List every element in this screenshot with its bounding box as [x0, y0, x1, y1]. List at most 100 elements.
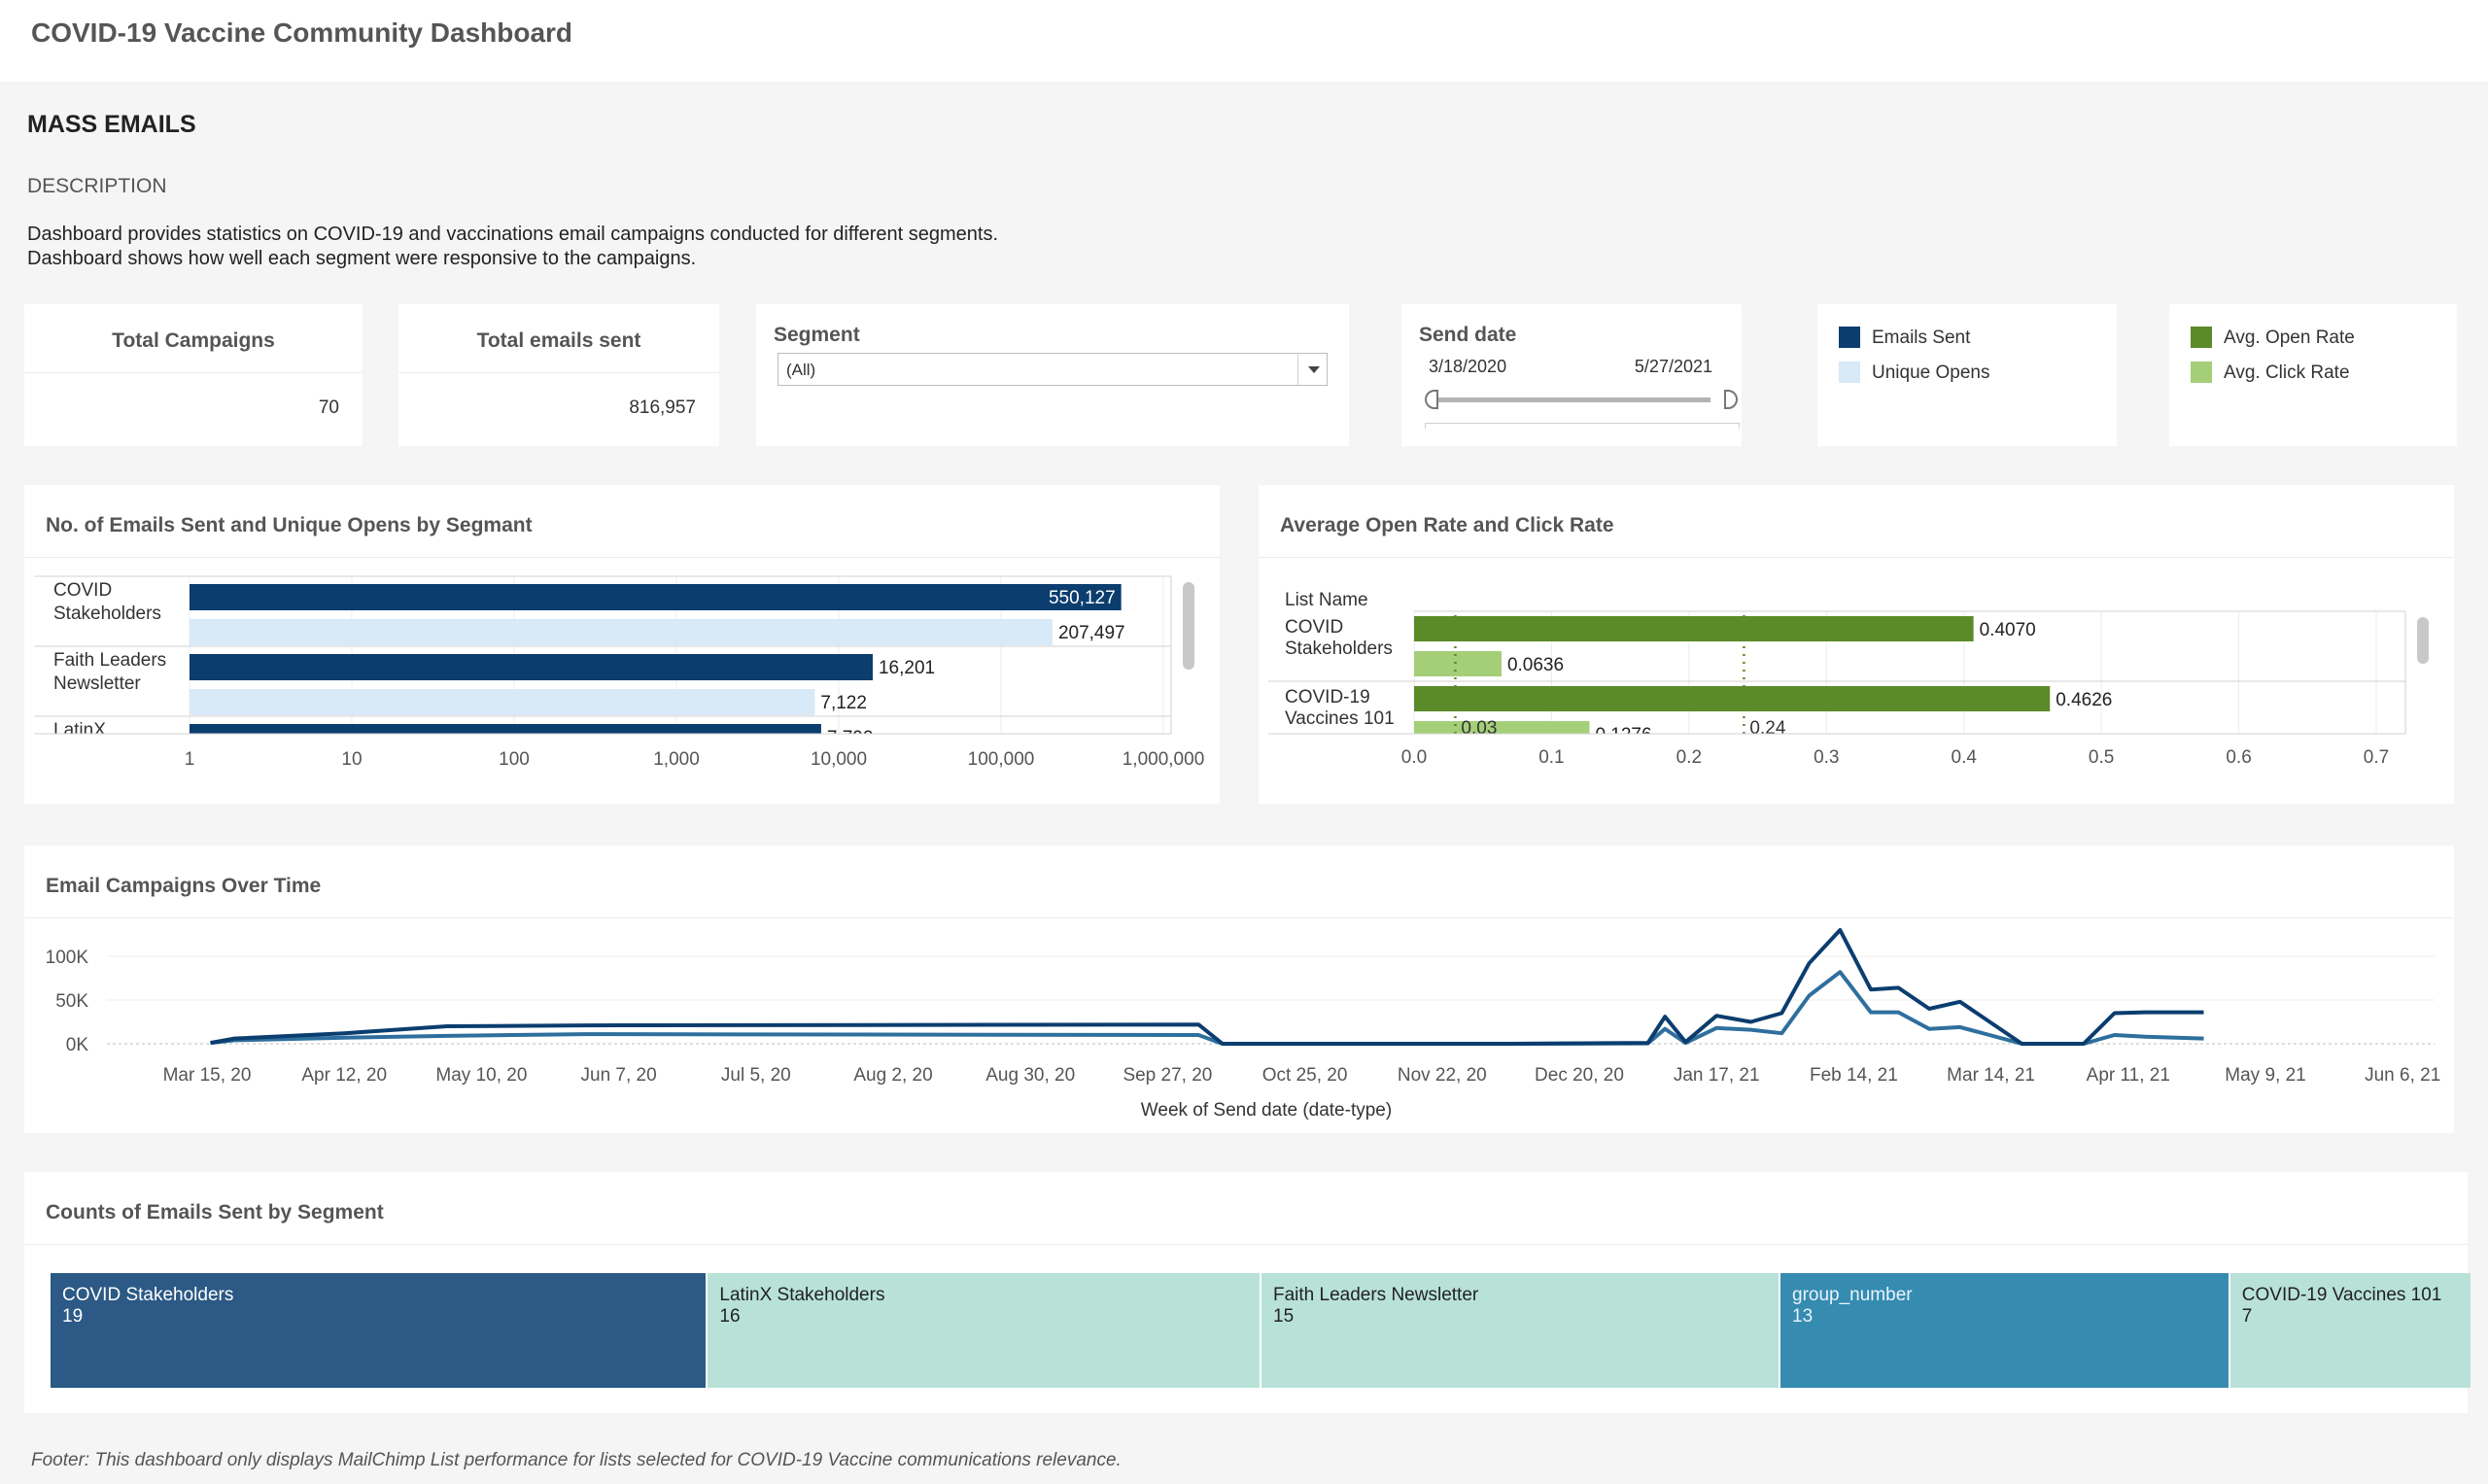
legend-label[interactable]: Avg. Click Rate	[2224, 362, 2350, 383]
treemap-cell[interactable]: LatinX Stakeholders 16	[708, 1273, 1260, 1388]
tick-label: Feb 14, 21	[1810, 1065, 1898, 1086]
bar-area: COVID Stakeholders 550,127 207,497 Faith Lea…	[34, 576, 1171, 748]
segment-count: 7	[2241, 1306, 2253, 1327]
bar	[1414, 616, 1974, 641]
treemap-cell[interactable]: COVID-19 Vaccines 101 7	[2229, 1273, 2471, 1388]
data-label: 0.4626	[2056, 690, 2112, 710]
legend-label[interactable]: Emails Sent	[1872, 328, 1971, 348]
legend-label[interactable]: Avg. Open Rate	[2224, 328, 2355, 348]
tick-label: 0K	[66, 1035, 89, 1055]
category-label: COVID-19	[1285, 687, 1370, 707]
start-date-label: 3/18/2020	[1429, 357, 1507, 376]
footer-note: Footer: This dashboard only displays Mai…	[31, 1450, 1122, 1470]
open-click-rate-chart: List NameCOVIDStakeholders0.40700.0636CO…	[1268, 590, 2429, 768]
tick-label: 100	[499, 749, 530, 770]
series-line	[210, 928, 2204, 1046]
category-label: Faith Leaders	[53, 650, 166, 671]
tick-label: 100K	[46, 948, 89, 968]
total-campaigns-card: Total Campaigns 70	[24, 304, 363, 446]
emails-by-segment-panel: No. of Emails Sent and Unique Opens by S…	[24, 485, 1220, 804]
bar	[1414, 721, 1590, 734]
tick-label: Mar 15, 20	[163, 1065, 252, 1086]
divider	[24, 917, 2454, 918]
legend-swatch-open-rate	[2191, 327, 2212, 348]
bar	[1414, 686, 2051, 711]
treemap-cell[interactable]: COVID Stakeholders 19	[51, 1273, 707, 1388]
segment-count: 13	[1792, 1306, 1814, 1327]
tick-label: Apr 12, 20	[301, 1065, 387, 1086]
kpi-value: 816,957	[629, 397, 696, 418]
category-label: Newsletter	[53, 673, 141, 694]
description-label: DESCRIPTION	[27, 175, 167, 197]
rates-legend: Avg. Open Rate Avg. Click Rate	[2169, 304, 2457, 446]
data-label: 0.4070	[1980, 620, 2036, 640]
description-line: Dashboard provides statistics on COVID-1…	[27, 224, 999, 245]
slider-start-handle[interactable]	[1425, 390, 1438, 409]
treemap-cell[interactable]: group_number 13	[1780, 1273, 2229, 1388]
tick-label: Oct 25, 20	[1262, 1065, 1348, 1086]
treemap: COVID Stakeholders 19 LatinX Stakeholders 1…	[51, 1273, 2472, 1388]
tick-label: 10,000	[811, 749, 867, 770]
legend-label[interactable]: Unique Opens	[1872, 362, 1990, 383]
emails-legend: Emails Sent Unique Opens	[1817, 304, 2117, 446]
dropdown-value: (All)	[786, 361, 816, 379]
bar	[190, 619, 1053, 645]
bar	[190, 654, 873, 680]
send-date-filter: Send date 3/18/2020 5/27/2021	[1401, 304, 1742, 446]
tick-label: 1	[185, 749, 195, 770]
tick-label: 10	[341, 749, 362, 770]
scrollbar-thumb[interactable]	[2417, 617, 2429, 664]
page-title: COVID-19 Vaccine Community Dashboard	[31, 17, 573, 48]
campaigns-over-time-panel: Email Campaigns Over Time 0K 50K 100K Mar 1…	[24, 846, 2454, 1133]
scrollbar-thumb[interactable]	[1183, 582, 1194, 670]
data-label: 16,201	[879, 658, 935, 678]
treemap-cell[interactable]: Faith Leaders Newsletter 15	[1261, 1273, 1779, 1388]
chart-title: No. of Emails Sent and Unique Opens by S…	[46, 514, 533, 536]
column-header: List Name	[1285, 590, 1368, 610]
slider-end-handle[interactable]	[1724, 390, 1738, 409]
tick-label: Aug 2, 20	[853, 1065, 932, 1086]
treemap-label: group_number 13	[1792, 1285, 1913, 1328]
chevron-down-icon[interactable]	[1297, 354, 1327, 385]
bar	[190, 724, 821, 734]
reference-label: 0.03	[1461, 718, 1497, 739]
bar	[190, 689, 815, 715]
divider	[24, 557, 1220, 558]
date-slider-track[interactable]	[1431, 397, 1710, 402]
section-title: MASS EMAILS	[27, 111, 196, 138]
tick-label: 0.7	[2364, 747, 2389, 768]
total-emails-card: Total emails sent 816,957	[398, 304, 719, 446]
kpi-title: Total Campaigns	[112, 329, 275, 352]
category-label: LatinX	[53, 720, 106, 741]
tick-label: 50K	[55, 991, 88, 1012]
tick-label: 0.1	[1538, 747, 1564, 768]
tick-label: 0.2	[1676, 747, 1702, 768]
treemap-label: LatinX Stakeholders 16	[719, 1285, 884, 1328]
category-label: COVID	[53, 580, 112, 601]
chart-title: Average Open Rate and Click Rate	[1280, 514, 1614, 536]
category-label: COVID	[1285, 617, 1343, 638]
divider	[398, 372, 719, 373]
category-label: Stakeholders	[53, 604, 161, 624]
open-click-rate-panel: Average Open Rate and Click Rate List Na…	[1259, 485, 2454, 804]
category-label: Vaccines 101	[1285, 708, 1395, 729]
segment-count: 19	[62, 1306, 84, 1327]
data-label: 7,792	[827, 728, 874, 748]
segment-name: group_number	[1792, 1285, 1913, 1305]
reference-label: 0.24	[1749, 718, 1785, 739]
tick-label: Mar 14, 21	[1947, 1065, 2035, 1086]
bar	[1414, 651, 1502, 676]
data-label: 550,127	[1049, 588, 1116, 608]
tick-label: May 9, 21	[2225, 1065, 2305, 1086]
tick-label: 0.4	[1952, 747, 1978, 768]
segment-dropdown[interactable]: (All)	[778, 353, 1328, 386]
tick-label: 0.0	[1401, 747, 1427, 768]
legend-swatch-emails-sent	[1839, 327, 1860, 348]
bar	[190, 584, 1122, 610]
tick-label: Sep 27, 20	[1123, 1065, 1212, 1086]
legend-swatch-unique-opens	[1839, 362, 1860, 383]
counts-by-segment-panel: Counts of Emails Sent by Segment COVID S…	[24, 1172, 2471, 1413]
emails-by-segment-chart: COVID Stakeholders 550,127 207,497 Faith Lea…	[34, 575, 1204, 770]
tick-label: 0.5	[2089, 747, 2114, 768]
